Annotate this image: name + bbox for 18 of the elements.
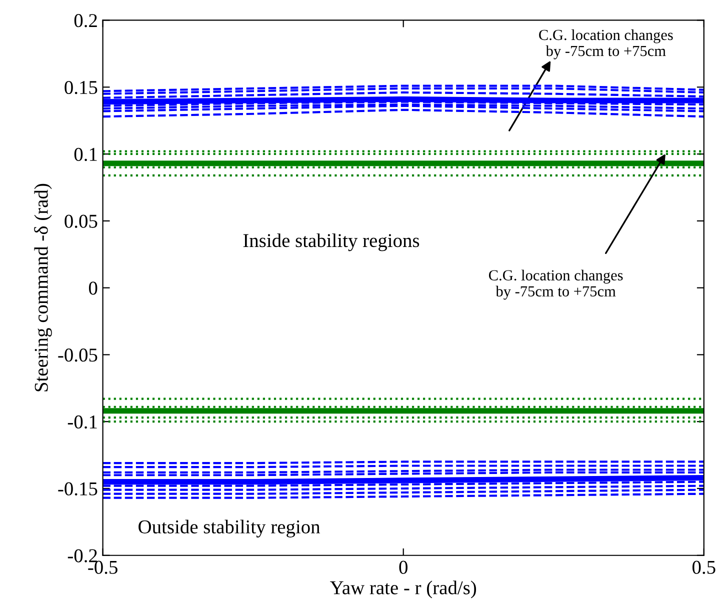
y-tick-label: 0.05	[64, 214, 98, 228]
y-tick-label: -0.05	[58, 348, 98, 362]
annotation: C.G. location changes by -75cm to +75cm	[488, 270, 623, 300]
y-tick-label: 0.1	[74, 148, 97, 162]
x-axis-title: Yaw rate - r (rad/s)	[330, 580, 476, 598]
y-tick-label: -0.15	[58, 482, 98, 496]
y-tick-label: 0	[88, 282, 98, 295]
y-axis-title: Steering command -δ (rad)	[34, 184, 52, 392]
annotation: Inside stability regions	[243, 233, 420, 252]
annotation: Outside stability region	[138, 520, 320, 538]
x-tick-label: 0.5	[692, 560, 716, 574]
y-tick-label: 0.2	[74, 14, 97, 28]
x-tick-label: -0.5	[88, 560, 118, 574]
x-tick-label: 0	[399, 560, 408, 574]
y-tick-label: 0.15	[64, 80, 98, 94]
y-tick-label: -0.1	[68, 415, 97, 429]
annotation: C.G. location changes by -75cm to +75cm	[539, 29, 673, 60]
y-tick-label: -0.2	[68, 549, 97, 562]
